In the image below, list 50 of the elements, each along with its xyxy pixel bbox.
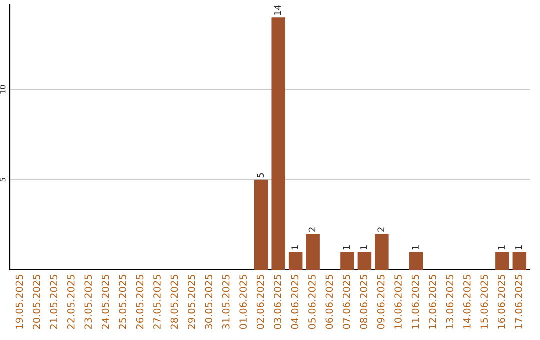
x-tick-label: 25.05.2025: [119, 275, 126, 330]
x-tick-label: 19.05.2025: [16, 275, 24, 329]
x-tick-label: 13.06.2025: [446, 275, 454, 329]
bar: [496, 252, 510, 270]
x-tick-label: 16.06.2025: [498, 275, 506, 329]
x-tick-label: 05.06.2025: [308, 275, 316, 330]
bar: [306, 234, 320, 270]
x-tick-label: 31.05.2025: [222, 275, 230, 330]
x-tick-label: 21.05.2025: [50, 275, 58, 330]
x-tick-label: 29.05.2025: [188, 275, 196, 330]
x-tick-label: 09.06.2025: [377, 275, 385, 330]
bar: [272, 18, 286, 270]
data-label: 1: [516, 246, 522, 250]
x-tick-label: 08.06.2025: [360, 275, 368, 330]
x-tick-label: 02.06.2025: [256, 275, 264, 330]
x-tick-label: 17.06.2025: [515, 275, 522, 329]
bar: [288, 252, 303, 270]
x-tick-label: 20.05.2025: [33, 275, 40, 330]
x-tick-label: 12.06.2025: [429, 275, 436, 329]
x-tick-label: 10.06.2025: [394, 275, 402, 329]
x-tick-label: 23.05.2025: [84, 275, 92, 330]
data-label: 5: [257, 174, 264, 178]
data-label: 2: [308, 228, 316, 232]
x-tick-label: 22.05.2025: [67, 275, 75, 330]
data-label: 2: [378, 228, 384, 232]
x-tick-label: 11.06.2025: [412, 275, 420, 329]
x-tick-label: 28.05.2025: [170, 275, 178, 330]
x-tick-label: 14.06.2025: [463, 275, 471, 329]
x-tick-label: 01.06.2025: [240, 275, 247, 330]
x-tick-label: 30.05.2025: [205, 275, 213, 330]
data-label: 1: [498, 246, 505, 250]
bar: [358, 252, 372, 270]
x-tick-label: 15.06.2025: [480, 275, 488, 329]
x-tick-label: 04.06.2025: [291, 275, 299, 330]
x-tick-label: 07.06.2025: [342, 275, 350, 330]
bar: [254, 180, 268, 270]
bar: [409, 252, 424, 270]
x-tick-label: 24.05.2025: [102, 275, 110, 330]
data-label: 1: [360, 246, 368, 250]
data-label: 1: [292, 246, 298, 250]
x-tick-label: 26.05.2025: [136, 275, 144, 330]
x-tick-label: 27.05.2025: [154, 275, 161, 330]
bar: [340, 252, 354, 270]
data-label: 1: [412, 246, 419, 250]
x-tick-label: 03.06.2025: [274, 275, 282, 330]
bar: [375, 234, 389, 270]
data-label: 14: [274, 5, 282, 16]
data-label: 1: [343, 246, 350, 250]
bar: [512, 252, 527, 270]
x-tick-label: 06.06.2025: [326, 275, 334, 330]
